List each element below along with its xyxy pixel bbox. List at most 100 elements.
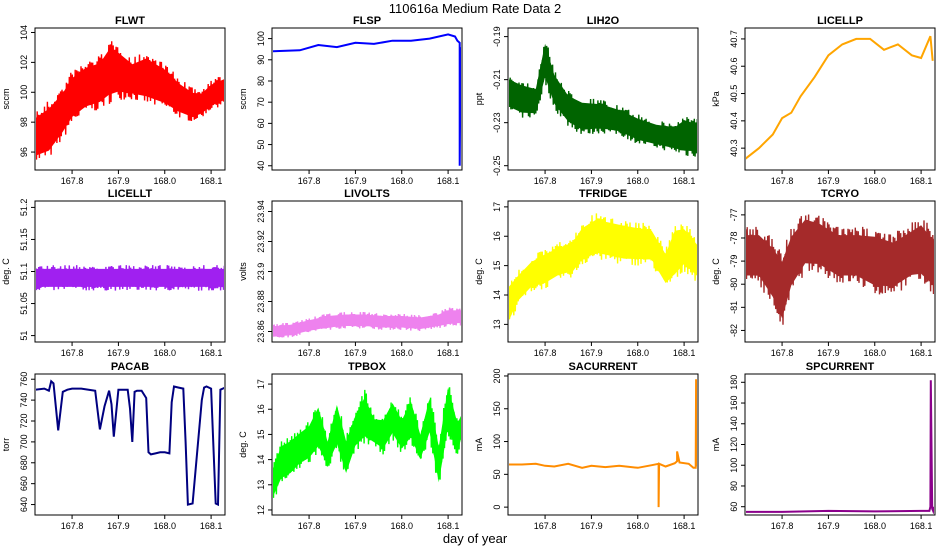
- y-tick-label: -78: [729, 231, 739, 244]
- y-tick-label: 140: [729, 416, 739, 431]
- x-tick-label: 168.1: [910, 521, 933, 531]
- y-tick-label: 160: [729, 396, 739, 411]
- x-tick-label: 167.9: [580, 176, 603, 186]
- y-tick-label: -0.23: [492, 112, 502, 133]
- y-tick-label: 23.94: [256, 200, 266, 223]
- y-tick-label: 40.4: [729, 112, 739, 130]
- y-tick-label: 180: [729, 375, 739, 390]
- plot-frame: [744, 200, 936, 343]
- y-axis-label: sccm: [238, 89, 248, 110]
- x-tick-label: 168.1: [910, 176, 933, 186]
- y-tick-label: 23.88: [256, 290, 266, 313]
- plot-frame: [507, 27, 699, 171]
- y-tick-label: -0.25: [492, 155, 502, 176]
- x-tick-label: 167.9: [817, 176, 840, 186]
- x-tick-label: 168.1: [437, 348, 460, 358]
- y-tick-label: 17: [256, 379, 266, 389]
- y-tick-label: 104: [19, 25, 29, 40]
- series-group: [509, 213, 697, 321]
- y-tick-label: 102: [19, 55, 29, 70]
- plot-frame: [271, 373, 463, 516]
- x-tick-label: 167.8: [771, 348, 794, 358]
- y-tick-label: -81: [729, 301, 739, 314]
- x-tick-label: 168.1: [200, 176, 223, 186]
- x-tick-label: 167.8: [771, 521, 794, 531]
- y-axis-label: torr: [1, 438, 11, 452]
- panel-livolts: LIVOLTS volts 23.86 23.88 23.9 23.92 23.94 167.…: [238, 188, 463, 358]
- y-tick-label: 640: [19, 497, 29, 512]
- y-tick-label: 16: [492, 231, 502, 241]
- y-tick-label: 14: [492, 290, 502, 300]
- y-tick-label: 50: [492, 469, 502, 479]
- panel-spcurrent: SPCURRENT mA 60 80 100 120 140 160 180 167.8 167.9…: [711, 361, 936, 531]
- series-group: [273, 307, 461, 338]
- plot-frame: [744, 27, 936, 171]
- panel-title: TCRYO: [821, 188, 860, 200]
- y-tick-label: 51.05: [19, 292, 29, 315]
- y-tick-label: 15: [256, 429, 266, 439]
- y-tick-label: 40.3: [729, 139, 739, 157]
- x-tick-label: 167.9: [344, 176, 367, 186]
- y-tick-label: -79: [729, 255, 739, 268]
- x-tick-label: 167.8: [534, 348, 557, 358]
- series-group: [36, 41, 224, 160]
- y-tick-label: 51.15: [19, 228, 29, 251]
- series-group: [36, 265, 224, 291]
- panel-title: LICELLP: [817, 15, 863, 27]
- panel-flsp: FLSP sccm 40 50 60 70 80 90 100 167.8 167.9 168.0 16…: [238, 15, 463, 186]
- x-tick-label: 168.0: [153, 348, 176, 358]
- figure-title: 110616a Medium Rate Data 2: [389, 1, 561, 16]
- y-tick-label: 51.1: [19, 263, 29, 281]
- y-tick-label: 17: [492, 202, 502, 212]
- x-tick-label: 167.9: [107, 348, 130, 358]
- y-tick-label: 740: [19, 393, 29, 408]
- y-tick-label: 50: [256, 140, 266, 150]
- panel-title: TFRIDGE: [579, 188, 627, 200]
- panel-title: LICELLT: [108, 188, 153, 200]
- y-tick-label: 96: [19, 147, 29, 157]
- x-tick-label: 168.1: [437, 176, 460, 186]
- y-tick-label: -80: [729, 278, 739, 291]
- series-line: [273, 33, 461, 166]
- panel-title: SPCURRENT: [806, 361, 875, 373]
- series-group: [746, 35, 934, 160]
- series-group: [746, 380, 934, 514]
- x-tick-label: 168.0: [153, 176, 176, 186]
- series-band: [509, 219, 697, 321]
- y-tick-label: 12: [256, 505, 266, 515]
- y-tick-label: 40.7: [729, 30, 739, 48]
- panel-sacurrent: SACURRENT mA 0 50 100 150 200 167.8 167.9 168.0 16…: [474, 361, 699, 531]
- y-tick-label: 720: [19, 413, 29, 428]
- panel-pacab: PACAB torr 640 660 680 700 720 740 760 167.8 167.9…: [1, 361, 226, 531]
- x-tick-label: 167.9: [580, 348, 603, 358]
- x-tick-label: 167.8: [298, 176, 321, 186]
- x-tick-label: 168.0: [390, 348, 413, 358]
- panel-title: PACAB: [111, 361, 149, 373]
- y-tick-label: 51: [19, 331, 29, 341]
- y-tick-label: 13: [492, 319, 502, 329]
- x-tick-label: 168.1: [910, 348, 933, 358]
- y-tick-label: 23.9: [256, 263, 266, 281]
- x-tick-label: 167.8: [534, 176, 557, 186]
- y-tick-label: 100: [256, 31, 266, 46]
- y-axis-label: deg. C: [1, 258, 11, 285]
- y-tick-label: 98: [19, 117, 29, 127]
- y-tick-label: 150: [492, 401, 502, 416]
- y-tick-label: 14: [256, 455, 266, 465]
- y-tick-label: 23.92: [256, 230, 266, 253]
- y-axis-label: mA: [711, 438, 721, 452]
- series-group: [36, 379, 224, 507]
- x-tick-label: 167.8: [61, 348, 84, 358]
- panel-tfridge: TFRIDGE deg. C 13 14 15 16 17 167.8 167.9 168.0 16…: [474, 188, 699, 358]
- series-group: [746, 214, 934, 325]
- plot-frame: [507, 373, 699, 516]
- y-tick-label: 90: [256, 55, 266, 65]
- x-tick-label: 167.8: [771, 176, 794, 186]
- x-tick-label: 167.9: [107, 521, 130, 531]
- y-tick-label: 70: [256, 97, 266, 107]
- y-tick-label: 13: [256, 480, 266, 490]
- y-tick-label: 40: [256, 161, 266, 171]
- y-axis-label: mA: [474, 438, 484, 452]
- x-tick-label: 168.0: [626, 348, 649, 358]
